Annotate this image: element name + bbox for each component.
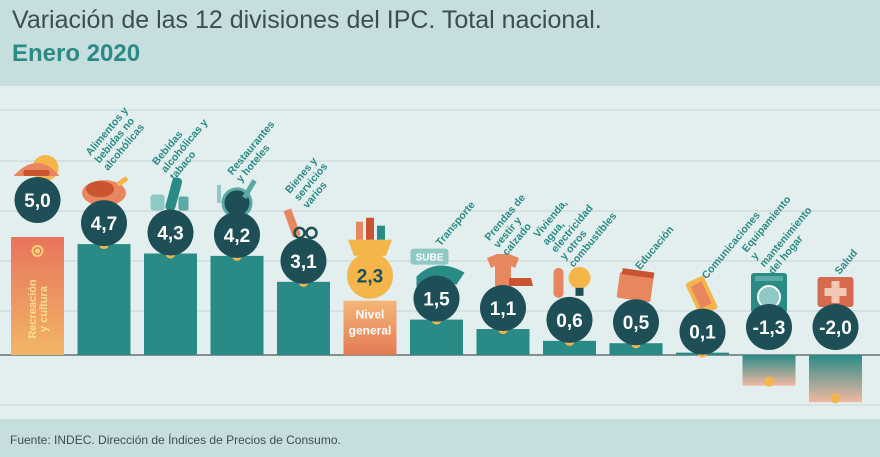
category-label-line: Transporte <box>434 199 478 248</box>
source-note: Fuente: INDEC. Dirección de Índices de P… <box>10 433 341 447</box>
value-label-recreacion-y-cultura: 5,0 <box>24 191 50 212</box>
footer-band <box>0 419 880 457</box>
medical-kit-icon <box>817 277 854 307</box>
value-label-alimentos-y-bebidas-no-alcoholicas: 4,7 <box>91 214 117 235</box>
value-label-transporte: 1,5 <box>423 290 450 311</box>
roast-chicken-icon <box>82 176 128 207</box>
book-icon <box>616 268 655 303</box>
value-label-bebidas-alcoholicas-y-tabaco: 4,3 <box>157 224 183 245</box>
category-label-nivel-general: general <box>349 324 392 338</box>
category-label-line: Educación <box>633 224 676 272</box>
chart-title: Variación de las 12 divisiones del IPC. … <box>12 6 602 34</box>
wine-bottle-icon <box>150 177 189 212</box>
bar-alimentos-y-bebidas-no-alcoholicas <box>77 244 131 355</box>
bar-marker <box>830 393 841 404</box>
value-badge <box>679 308 726 355</box>
value-badge <box>347 252 393 299</box>
header-band <box>0 0 880 86</box>
value-badge <box>147 209 194 256</box>
category-label-line: Recreación <box>27 279 39 339</box>
value-label-comunicaciones: 0,1 <box>689 323 716 344</box>
sun-beach-icon <box>13 155 60 181</box>
value-label-equipamiento-y-mantenimiento-del-hogar: -1,3 <box>753 318 786 339</box>
shopping-basket-icon <box>348 217 392 256</box>
category-label-line: y cultura <box>38 285 50 332</box>
sube-label: SUBE <box>416 253 444 264</box>
value-badge <box>746 304 792 350</box>
bar-nivel-general <box>343 300 397 355</box>
category-label-nivel-general: Nivel <box>356 308 385 322</box>
bar-bienes-y-servicios-varios <box>277 281 330 355</box>
bar-marker <box>764 376 774 387</box>
value-badge <box>812 304 859 350</box>
category-label-line: Salud <box>833 247 861 277</box>
value-badge <box>613 299 659 346</box>
lightbulb-icon <box>553 266 591 298</box>
category-label-salud: Salud <box>833 247 861 277</box>
chart-subtitle: Enero 2020 <box>12 40 141 67</box>
value-badge <box>14 177 61 223</box>
bar-marker <box>31 245 44 257</box>
bar-transporte <box>410 319 463 355</box>
value-label-vivienda-agua-electricidad-y-otros-combustibles: 0,6 <box>556 311 582 332</box>
value-badge <box>214 211 260 258</box>
value-badge <box>413 275 460 322</box>
value-badge <box>280 237 327 284</box>
category-label-recreacion-y-cultura: Recreación y cultura <box>27 279 50 339</box>
mobile-phone-icon <box>685 276 718 316</box>
category-label-educacion: Educación <box>633 224 676 272</box>
comb-scissors-icon <box>283 208 318 240</box>
bar-educacion <box>609 343 663 355</box>
value-label-educacion: 0,5 <box>623 313 650 334</box>
washing-machine-icon <box>751 273 787 313</box>
value-label-prendas-de-vestir-y-calzado: 1,1 <box>490 299 517 320</box>
bar-bebidas-alcoholicas-y-tabaco <box>144 253 197 355</box>
value-label-salud: -2,0 <box>819 318 852 339</box>
value-label-nivel-general: 2,3 <box>357 267 383 288</box>
value-badge <box>480 285 526 332</box>
value-label-bienes-y-servicios-varios: 3,1 <box>290 252 317 273</box>
bar-restaurantes-y-hoteles <box>210 255 264 355</box>
value-label-restaurantes-y-hoteles: 4,2 <box>224 226 250 247</box>
bar-vivienda-agua-electricidad-y-otros-combustibles <box>543 340 596 355</box>
bar-marker-center <box>35 248 40 254</box>
value-badge <box>546 296 593 343</box>
value-badge <box>81 200 127 247</box>
bar-chart: SUBE 5,0 Recreación y cultura 4,7 Alimentos … <box>0 105 880 406</box>
tshirt-shoe-icon <box>487 254 533 287</box>
category-label-transporte: Transporte <box>434 199 478 248</box>
